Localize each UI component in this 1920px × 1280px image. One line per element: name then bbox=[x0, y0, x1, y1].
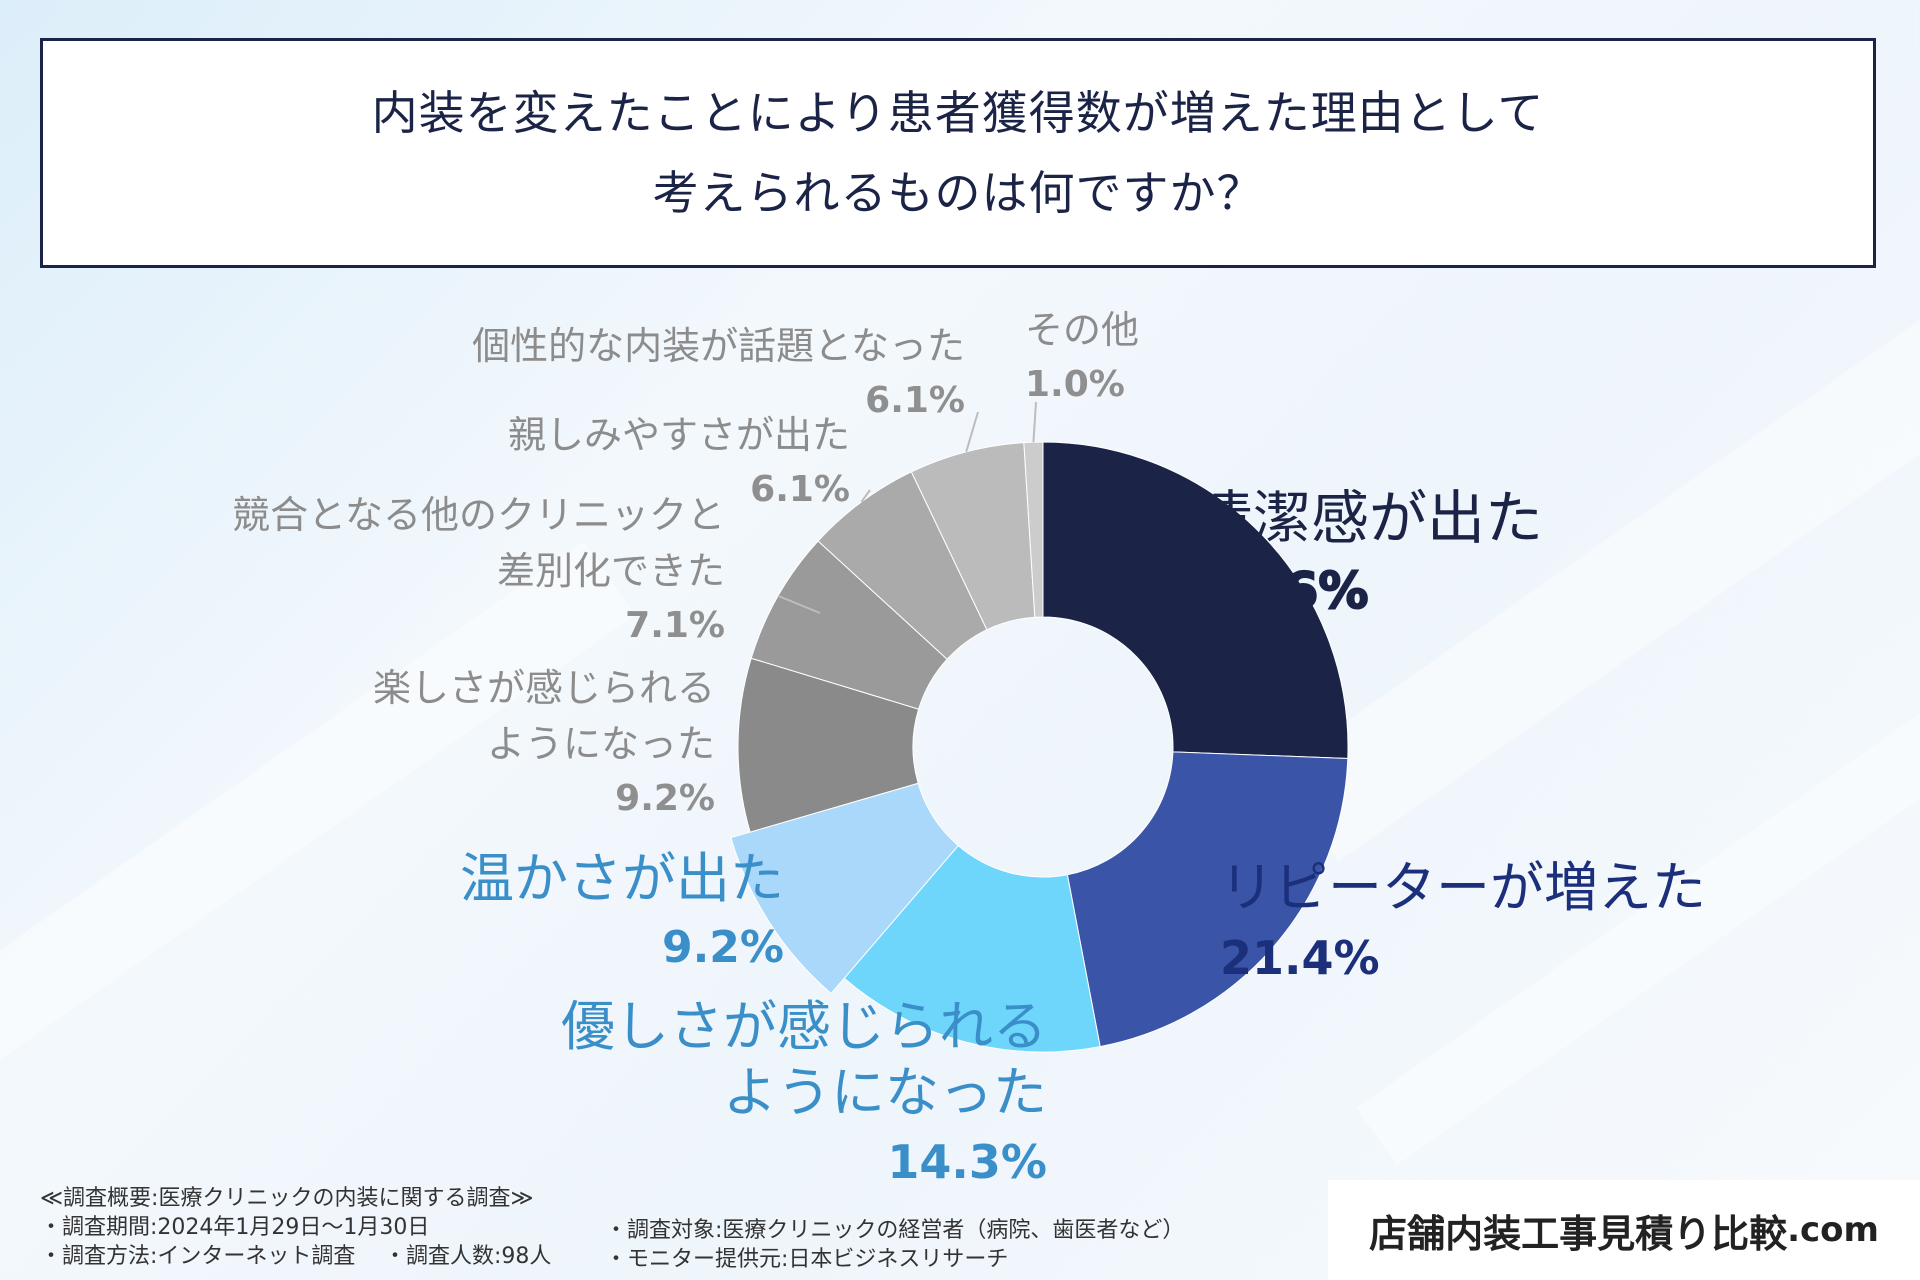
leader-line-unique-interior bbox=[965, 411, 979, 453]
label-fun-pct: 9.2% bbox=[615, 778, 715, 819]
label-kindness: 優しさが感じられる ようになった 14.3% bbox=[561, 994, 1047, 1198]
label-unique-interior-name: 個性的な内装が話題となった bbox=[472, 324, 965, 368]
label-kindness-pct: 14.3% bbox=[887, 1135, 1047, 1189]
survey-period: ・調査期間:2024年1月29日～1月30日 bbox=[40, 1215, 430, 1240]
slice-other bbox=[1023, 441, 1044, 618]
slice-repeaters bbox=[1066, 751, 1349, 1048]
slice-warmth bbox=[730, 782, 959, 995]
label-repeaters: リピーターが増えた 21.4% bbox=[1220, 853, 1706, 993]
survey-method: ・調査方法:インターネット調査 bbox=[40, 1244, 356, 1269]
title-box: 内装を変えたことにより患者獲得数が増えた理由として 考えられるものは何ですか？ bbox=[40, 38, 1876, 268]
label-warmth: 温かさが出た 9.2% bbox=[460, 846, 784, 984]
label-repeaters-pct: 21.4% bbox=[1220, 931, 1380, 985]
label-differentiation-pct: 7.1% bbox=[625, 605, 725, 646]
slice-cleanliness bbox=[1042, 441, 1349, 760]
leader-line-other bbox=[1032, 401, 1037, 443]
label-friendliness-name: 親しみやすさが出た bbox=[507, 413, 850, 457]
label-fun-name1: 楽しさが感じられる bbox=[372, 666, 715, 710]
label-warmth-pct: 9.2% bbox=[661, 922, 784, 973]
leader-line-differentiation bbox=[777, 594, 821, 614]
label-warmth-name: 温かさが出た bbox=[460, 847, 784, 910]
leader-line-friendliness bbox=[860, 489, 871, 503]
label-other: その他 1.0% bbox=[1025, 302, 1139, 412]
label-fun: 楽しさが感じられる ようになった 9.2% bbox=[373, 660, 715, 826]
brand-domain: .com bbox=[1787, 1210, 1879, 1250]
survey-overview: ≪調査概要:医療クリニックの内装に関する調査≫ bbox=[40, 1186, 534, 1211]
label-kindness-name2: ようになった bbox=[723, 1061, 1047, 1124]
label-differentiation-name1: 競合となる他のクリニックと bbox=[232, 493, 725, 537]
label-unique-interior: 個性的な内装が話題となった 6.1% bbox=[472, 318, 965, 428]
label-cleanliness: 清潔感が出た 25.6% bbox=[1194, 483, 1544, 629]
label-cleanliness-name: 清潔感が出た bbox=[1195, 484, 1544, 552]
label-fun-name2: ようになった bbox=[486, 722, 715, 766]
survey-monitor: ・モニター提供元:日本ビジネスリサーチ bbox=[605, 1247, 1009, 1272]
label-cleanliness-pct: 25.6% bbox=[1194, 561, 1369, 621]
brand-name: 店舗内装工事見積り比較 bbox=[1369, 1211, 1788, 1256]
brand-logo: 店舗内装工事見積り比較 .com bbox=[1328, 1180, 1920, 1280]
label-repeaters-name: リピーターが増えた bbox=[1220, 856, 1706, 919]
label-friendliness-pct: 6.1% bbox=[750, 469, 850, 510]
slice-fun bbox=[737, 657, 920, 833]
label-friendliness: 親しみやすさが出た 6.1% bbox=[508, 407, 850, 517]
survey-count: ・調査人数:98人 bbox=[384, 1244, 552, 1269]
survey-target: ・調査対象:医療クリニックの経営者（病院、歯医者など） bbox=[605, 1218, 1185, 1243]
title-line-1: 内装を変えたことにより患者獲得数が増えた理由として bbox=[371, 86, 1545, 140]
label-differentiation-name2: 差別化できた bbox=[496, 549, 725, 593]
label-unique-interior-pct: 6.1% bbox=[865, 380, 965, 421]
title-line-2: 考えられるものは何ですか？ bbox=[652, 166, 1264, 220]
label-kindness-name1: 優しさが感じられる bbox=[561, 995, 1047, 1058]
label-other-name: その他 bbox=[1025, 308, 1140, 352]
label-differentiation: 競合となる他のクリニックと 差別化できた 7.1% bbox=[232, 487, 725, 653]
label-other-pct: 1.0% bbox=[1025, 364, 1125, 405]
slice-kindness bbox=[843, 844, 1101, 1053]
